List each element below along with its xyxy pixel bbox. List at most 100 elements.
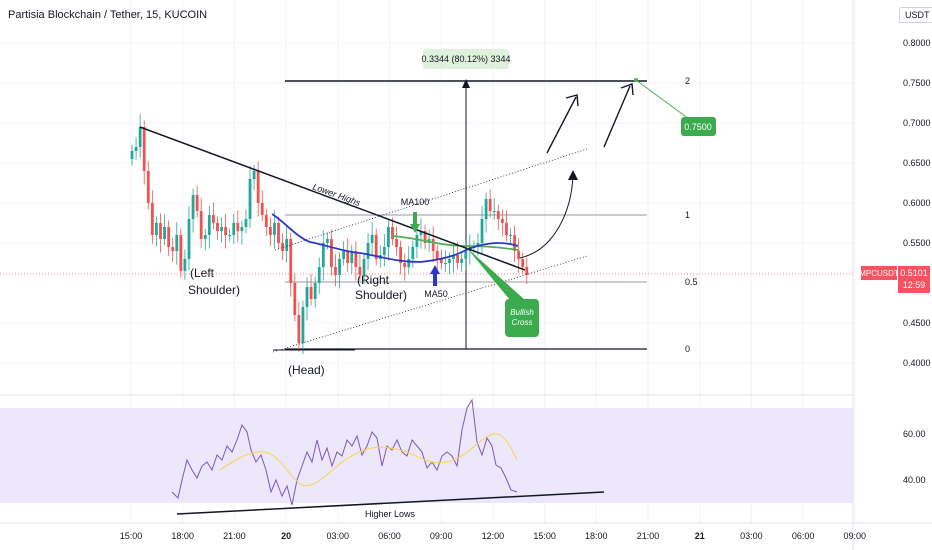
bullish-cross-box bbox=[505, 299, 539, 337]
time-tick-2: 21:00 bbox=[223, 531, 246, 541]
projection-arrow-1 bbox=[546, 96, 577, 154]
candle-body bbox=[134, 147, 138, 151]
time-tick-8: 15:00 bbox=[533, 531, 556, 541]
candle-body bbox=[464, 251, 468, 259]
candle-body bbox=[232, 223, 236, 235]
candle-body bbox=[346, 251, 350, 263]
candle-body bbox=[317, 267, 321, 283]
fib-levels: 2 1 0.5 0 bbox=[285, 76, 698, 354]
candle-body bbox=[325, 239, 329, 243]
candle-body bbox=[297, 315, 301, 343]
candle-body bbox=[387, 227, 390, 247]
time-tick-4: 03:00 bbox=[327, 531, 350, 541]
ma50-arrow bbox=[430, 265, 440, 286]
fib-label-2: 2 bbox=[685, 76, 690, 86]
time-axis: 15:00 18:00 21:00 20 03:00 06:00 09:00 12:00 15:… bbox=[120, 531, 866, 541]
left-shoulder-label-2: Shoulder) bbox=[188, 283, 240, 297]
chart-title: Partisia Blockchain / Tether, 15, KUCOIN bbox=[8, 9, 208, 21]
projection-arrowhead-1 bbox=[565, 94, 579, 107]
candle-body bbox=[484, 199, 488, 219]
left-shoulder-label-1: (Left bbox=[190, 266, 215, 280]
candle-body bbox=[330, 239, 333, 267]
price-tick-7: 0.4000 bbox=[903, 358, 931, 368]
currency-selector[interactable]: USDT bbox=[899, 7, 932, 23]
price-tag-symbol: MPCUSDT bbox=[859, 269, 899, 278]
candle-body bbox=[301, 307, 305, 343]
target-label-box bbox=[681, 117, 716, 136]
target-label: 0.7500 bbox=[684, 122, 712, 132]
target-point bbox=[634, 78, 638, 82]
ma100-line bbox=[391, 235, 519, 251]
candle-body bbox=[488, 199, 492, 211]
projection-arrow-2 bbox=[603, 85, 631, 148]
candle-body bbox=[513, 235, 516, 251]
candle-body bbox=[159, 223, 162, 239]
candle-body bbox=[155, 223, 158, 235]
curved-projection-arrow bbox=[519, 173, 574, 259]
candle-body bbox=[240, 227, 244, 231]
candle-body bbox=[456, 255, 459, 263]
candle-body bbox=[492, 211, 496, 212]
candle-body bbox=[415, 235, 419, 247]
candle-body bbox=[448, 259, 451, 263]
time-tick-11: 21 bbox=[695, 531, 705, 541]
candle-body bbox=[334, 267, 337, 275]
projection-arrowhead-2 bbox=[620, 83, 634, 96]
time-tick-5: 06:00 bbox=[378, 531, 401, 541]
fib-label-05: 0.5 bbox=[685, 277, 698, 287]
candle-body bbox=[285, 239, 289, 251]
channel-upper-line bbox=[274, 148, 588, 251]
lower-highs-trendline bbox=[139, 126, 526, 271]
candle-body bbox=[167, 227, 171, 247]
right-shoulder-label-2: Shoulder) bbox=[355, 288, 407, 302]
time-tick-13: 06:00 bbox=[792, 531, 815, 541]
candle-body bbox=[171, 247, 175, 251]
ma100-label: MA100 bbox=[401, 197, 430, 207]
candle-body bbox=[195, 195, 199, 211]
candle-body bbox=[342, 251, 346, 259]
candle-body bbox=[130, 151, 134, 159]
candle-body bbox=[175, 235, 179, 251]
candle-body bbox=[313, 283, 317, 299]
right-shoulder-label-1: (Right bbox=[357, 273, 390, 287]
candle-body bbox=[452, 255, 455, 259]
candle-body bbox=[362, 259, 366, 275]
candle-body bbox=[407, 259, 411, 267]
candle-body bbox=[403, 263, 407, 267]
candle-body bbox=[207, 215, 211, 235]
candle-body bbox=[216, 223, 219, 231]
price-tick-2: 0.7000 bbox=[903, 118, 931, 128]
candle-body bbox=[496, 211, 500, 219]
rsi-tick-0: 60.00 bbox=[903, 429, 926, 439]
candle-body bbox=[273, 223, 276, 235]
time-tick-3: 20 bbox=[281, 531, 291, 541]
candle-body bbox=[358, 267, 362, 275]
rsi-axis: 60.00 40.00 bbox=[903, 429, 926, 485]
rsi-band bbox=[0, 408, 853, 503]
candle-body bbox=[435, 251, 439, 259]
candle-body bbox=[517, 251, 521, 259]
candle-body bbox=[150, 203, 154, 235]
candle-body bbox=[419, 231, 423, 235]
candle-body bbox=[179, 235, 183, 271]
bullish-cross-label-2: Cross bbox=[512, 318, 533, 327]
candle-body bbox=[191, 195, 195, 219]
price-tick-6: 0.4500 bbox=[903, 318, 931, 328]
rsi-line bbox=[171, 398, 518, 506]
rsi-ma-line bbox=[219, 433, 518, 487]
candle-body bbox=[439, 259, 443, 263]
candle-body bbox=[264, 215, 268, 227]
candle-body bbox=[460, 259, 464, 263]
time-tick-7: 12:00 bbox=[482, 531, 505, 541]
time-tick-6: 09:00 bbox=[430, 531, 453, 541]
time-tick-9: 18:00 bbox=[585, 531, 608, 541]
candle-body bbox=[391, 227, 394, 239]
measure-label-box bbox=[423, 49, 509, 69]
price-tick-1: 0.7500 bbox=[903, 78, 931, 88]
candle-body bbox=[277, 223, 280, 243]
candle-body bbox=[268, 227, 272, 235]
candle-body bbox=[281, 243, 284, 251]
candle-body bbox=[480, 219, 484, 243]
candle-body bbox=[183, 259, 187, 271]
candle-body bbox=[289, 239, 293, 283]
